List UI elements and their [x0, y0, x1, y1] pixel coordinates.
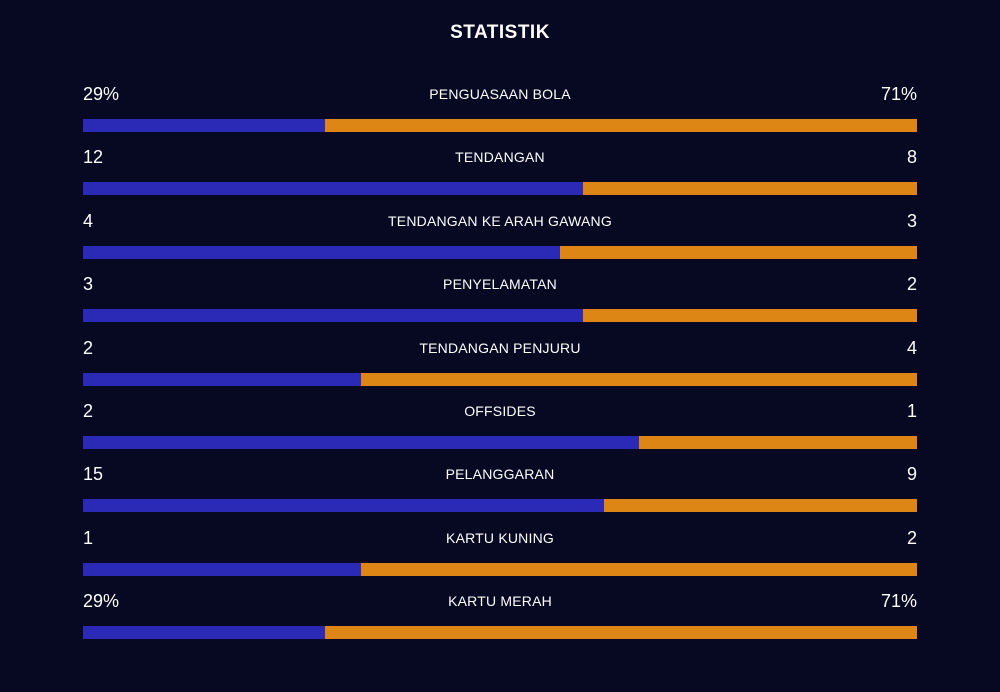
- home-value: 2: [83, 337, 94, 358]
- away-bar-segment: [324, 626, 917, 640]
- home-bar-segment: [83, 626, 325, 640]
- away-value: 71%: [880, 591, 917, 612]
- away-bar-segment: [360, 372, 917, 386]
- comparison-bar: [83, 119, 917, 132]
- stat-row: 29% PENGUASAAN BOLA 71%: [83, 80, 917, 143]
- stat-label: PELANGGARAN: [445, 466, 555, 483]
- stat-row: 2 OFFSIDES 1: [83, 397, 917, 460]
- stat-label: KARTU MERAH: [448, 593, 552, 610]
- home-bar-segment: [83, 499, 605, 513]
- stat-label: TENDANGAN KE ARAH GAWANG: [388, 212, 612, 229]
- home-value: 4: [83, 210, 94, 231]
- stats-list: 29% PENGUASAAN BOLA 71% 12 TENDANGAN 8 4…: [83, 80, 917, 651]
- away-value: 2: [906, 274, 917, 295]
- away-value: 9: [906, 464, 917, 485]
- stat-row: 3 PENYELAMATAN 2: [83, 270, 917, 333]
- home-value: 29%: [83, 591, 120, 612]
- home-value: 29%: [83, 84, 120, 104]
- stat-row: 29% KARTU MERAH 71%: [83, 587, 917, 650]
- stat-row: 15 PELANGGARAN 9: [83, 460, 917, 523]
- stat-label: KARTU KUNING: [446, 529, 554, 546]
- chart-title: STATISTIK: [450, 22, 550, 43]
- home-bar-segment: [83, 245, 560, 259]
- comparison-bar: [83, 309, 917, 323]
- comparison-bar: [83, 182, 917, 196]
- stat-label: PENYELAMATAN: [443, 276, 557, 293]
- away-value: 4: [906, 337, 917, 358]
- home-value: 1: [83, 527, 94, 548]
- away-bar-segment: [324, 119, 917, 132]
- comparison-bar: [83, 245, 917, 259]
- home-bar-segment: [83, 562, 361, 576]
- home-bar-segment: [83, 372, 361, 386]
- comparison-bar: [83, 626, 917, 640]
- home-bar-segment: [83, 182, 584, 196]
- stat-row: 2 TENDANGAN PENJURU 4: [83, 334, 917, 397]
- away-value: 71%: [880, 84, 917, 104]
- away-bar-segment: [583, 309, 917, 323]
- home-value: 2: [83, 400, 94, 421]
- stat-row: 4 TENDANGAN KE ARAH GAWANG 3: [83, 207, 917, 270]
- home-value: 15: [83, 464, 104, 485]
- stat-row: 12 TENDANGAN 8: [83, 143, 917, 206]
- stat-label: TENDANGAN PENJURU: [419, 339, 581, 356]
- stat-row: 1 KARTU KUNING 2: [83, 524, 917, 587]
- away-bar-segment: [583, 182, 917, 196]
- comparison-bar: [83, 372, 917, 386]
- away-value: 1: [906, 400, 917, 421]
- stat-label: OFFSIDES: [464, 402, 536, 419]
- away-bar-segment: [360, 562, 917, 576]
- comparison-bar: [83, 562, 917, 576]
- away-value: 8: [906, 147, 917, 168]
- home-bar-segment: [83, 309, 584, 323]
- away-bar-segment: [604, 499, 917, 513]
- home-bar-segment: [83, 119, 325, 132]
- stat-label: TENDANGAN: [455, 149, 545, 166]
- away-value: 2: [906, 527, 917, 548]
- home-value: 3: [83, 274, 94, 295]
- home-value: 12: [83, 147, 104, 168]
- stat-label: PENGUASAAN BOLA: [429, 86, 571, 102]
- comparison-bar: [83, 499, 917, 513]
- home-bar-segment: [83, 435, 639, 449]
- away-bar-segment: [638, 435, 917, 449]
- away-bar-segment: [559, 245, 917, 259]
- comparison-bar: [83, 435, 917, 449]
- away-value: 3: [906, 210, 917, 231]
